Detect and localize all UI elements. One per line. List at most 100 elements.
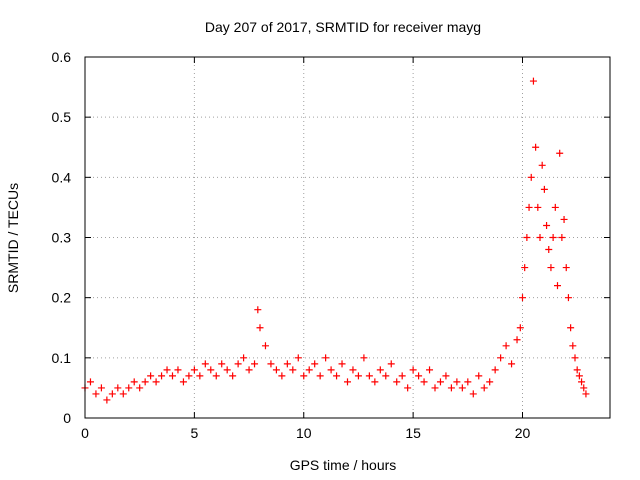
y-tick-label: 0.1 xyxy=(52,350,72,366)
data-point xyxy=(283,360,291,368)
data-point xyxy=(196,372,204,380)
tick-layer: 0 5 10 15 20 0 0.1 0.2 0.3 0.4 0.5 0.6 xyxy=(52,49,610,441)
x-tick-label: 20 xyxy=(515,425,531,441)
x-axis-label: GPS time / hours xyxy=(290,457,397,473)
data-point xyxy=(278,372,286,380)
data-point xyxy=(393,378,401,386)
data-point xyxy=(376,366,384,374)
data-point xyxy=(163,366,171,374)
data-point xyxy=(119,390,127,398)
data-point xyxy=(92,390,100,398)
plot-frame xyxy=(84,56,611,419)
data-point xyxy=(256,324,264,332)
data-point xyxy=(185,372,193,380)
data-point xyxy=(174,366,182,374)
data-point xyxy=(536,234,544,241)
data-point xyxy=(272,366,280,374)
data-point xyxy=(549,234,557,241)
data-point xyxy=(475,372,483,380)
data-point xyxy=(158,372,166,380)
data-point xyxy=(516,324,524,332)
data-point xyxy=(234,360,242,368)
data-point xyxy=(349,366,357,374)
data-point xyxy=(523,234,531,241)
data-point xyxy=(218,360,226,368)
data-point xyxy=(344,378,351,386)
data-point xyxy=(322,354,330,362)
data-point xyxy=(365,372,373,380)
data-point xyxy=(545,246,553,254)
data-point xyxy=(130,378,138,386)
data-point xyxy=(147,372,155,380)
data-point xyxy=(212,372,220,380)
y-tick-label: 0.3 xyxy=(52,230,72,246)
grid-layer xyxy=(85,57,610,418)
data-point xyxy=(387,360,395,368)
data-point xyxy=(491,366,499,374)
x-tick-label: 15 xyxy=(405,425,421,441)
x-tick-label: 0 xyxy=(81,425,89,441)
data-point xyxy=(480,384,488,392)
data-point xyxy=(404,384,412,392)
data-point xyxy=(267,360,275,368)
data-point xyxy=(508,360,516,368)
data-point xyxy=(420,378,428,386)
data-point xyxy=(398,372,406,380)
data-point xyxy=(103,396,111,404)
data-point xyxy=(229,372,237,380)
data-point xyxy=(289,366,297,374)
data-point xyxy=(360,354,368,362)
data-point xyxy=(251,360,259,368)
data-point xyxy=(458,384,466,392)
data-point xyxy=(86,378,94,386)
data-point xyxy=(580,384,588,392)
data-point xyxy=(556,149,564,157)
y-tick-label: 0 xyxy=(63,410,71,426)
data-point xyxy=(486,378,494,386)
data-point xyxy=(540,185,548,193)
data-point xyxy=(547,264,555,272)
data-point xyxy=(305,366,313,374)
data-point xyxy=(519,294,526,302)
data-point xyxy=(497,354,505,362)
y-tick-label: 0.6 xyxy=(52,49,72,65)
data-point xyxy=(371,378,379,386)
data-point xyxy=(551,203,559,211)
data-point xyxy=(431,384,439,392)
data-point xyxy=(532,143,540,151)
data-point xyxy=(560,215,568,223)
data-point xyxy=(179,378,187,386)
data-point xyxy=(254,306,262,314)
data-point xyxy=(316,372,324,380)
data-point xyxy=(223,366,231,374)
data-point xyxy=(294,354,302,362)
data-point xyxy=(575,372,583,380)
data-point xyxy=(338,360,346,368)
data-point xyxy=(534,203,542,211)
data-point xyxy=(469,390,477,398)
data-point xyxy=(527,173,535,181)
data-point xyxy=(300,372,308,380)
data-point xyxy=(114,384,122,392)
data-point xyxy=(571,354,579,362)
data-point xyxy=(125,384,133,392)
data-point xyxy=(442,372,450,380)
data-point xyxy=(554,282,561,290)
data-point xyxy=(447,384,455,392)
data-point xyxy=(521,264,529,272)
data-point xyxy=(543,221,551,229)
data-point xyxy=(426,366,434,374)
point-layer xyxy=(81,77,590,404)
data-point xyxy=(327,366,335,374)
data-point xyxy=(141,378,149,386)
data-point xyxy=(207,366,215,374)
data-point xyxy=(436,378,444,386)
data-point xyxy=(578,378,586,386)
data-point xyxy=(152,378,160,386)
data-point xyxy=(502,342,510,350)
data-point xyxy=(453,378,461,386)
data-point xyxy=(567,324,575,332)
data-point xyxy=(464,378,472,386)
y-tick-label: 0.4 xyxy=(52,169,72,185)
data-point xyxy=(569,342,577,350)
